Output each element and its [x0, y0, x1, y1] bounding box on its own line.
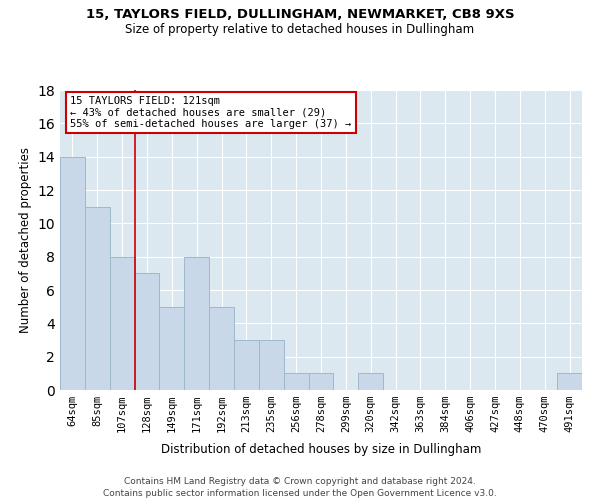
Bar: [60, 156, 85, 390]
Text: 15, TAYLORS FIELD, DULLINGHAM, NEWMARKET, CB8 9XS: 15, TAYLORS FIELD, DULLINGHAM, NEWMARKET…: [86, 8, 514, 20]
Bar: [134, 274, 160, 390]
Bar: [358, 374, 383, 390]
Text: Distribution of detached houses by size in Dullingham: Distribution of detached houses by size …: [161, 442, 481, 456]
Text: Contains public sector information licensed under the Open Government Licence v3: Contains public sector information licen…: [103, 489, 497, 498]
Bar: [284, 374, 308, 390]
Bar: [209, 306, 234, 390]
Text: Contains HM Land Registry data © Crown copyright and database right 2024.: Contains HM Land Registry data © Crown c…: [124, 478, 476, 486]
Bar: [308, 374, 334, 390]
Bar: [160, 306, 184, 390]
Text: 15 TAYLORS FIELD: 121sqm
← 43% of detached houses are smaller (29)
55% of semi-d: 15 TAYLORS FIELD: 121sqm ← 43% of detach…: [70, 96, 352, 129]
Bar: [85, 206, 110, 390]
Bar: [110, 256, 134, 390]
Bar: [259, 340, 284, 390]
Text: Size of property relative to detached houses in Dullingham: Size of property relative to detached ho…: [125, 22, 475, 36]
Y-axis label: Number of detached properties: Number of detached properties: [19, 147, 32, 333]
Bar: [184, 256, 209, 390]
Bar: [234, 340, 259, 390]
Bar: [557, 374, 582, 390]
